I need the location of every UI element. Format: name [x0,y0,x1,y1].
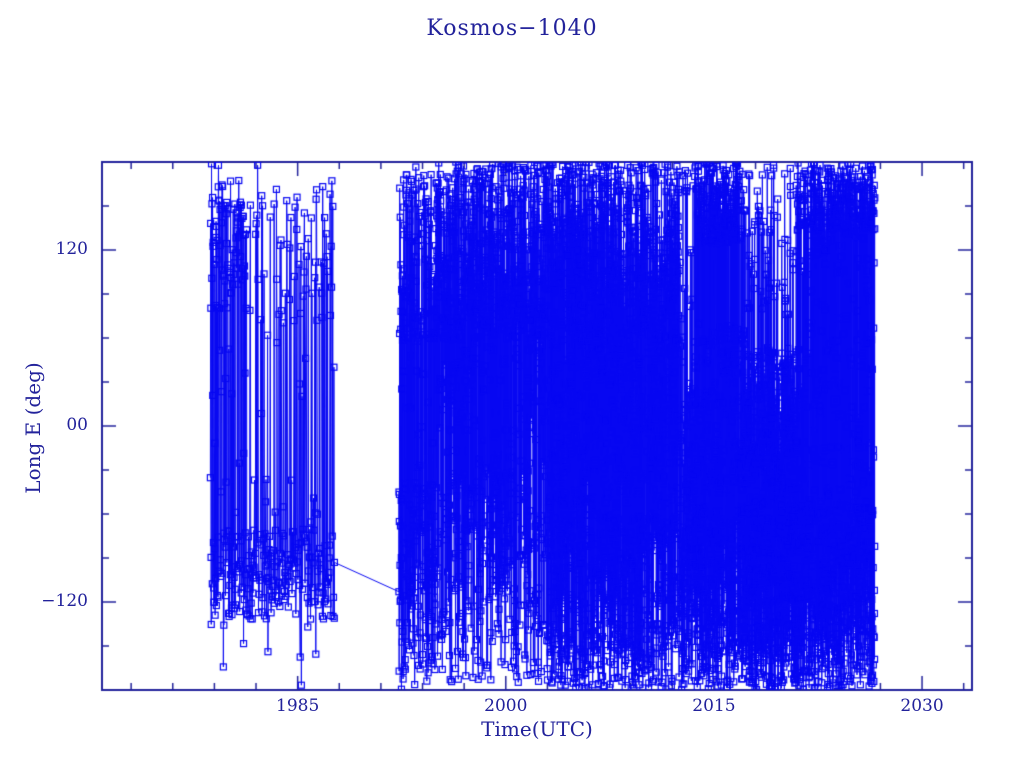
x-tick-label: 2015 [692,696,736,716]
chart-title: Kosmos−1040 [426,16,598,41]
y-tick-label: −120 [41,591,88,611]
x-axis-title: Time(UTC) [481,717,593,741]
y-tick-label: 120 [55,239,88,259]
x-tick-label: 1985 [276,696,320,716]
y-tick-label: 00 [66,415,88,435]
x-tick-label: 2000 [484,696,528,716]
x-tick-label: 2030 [900,696,944,716]
